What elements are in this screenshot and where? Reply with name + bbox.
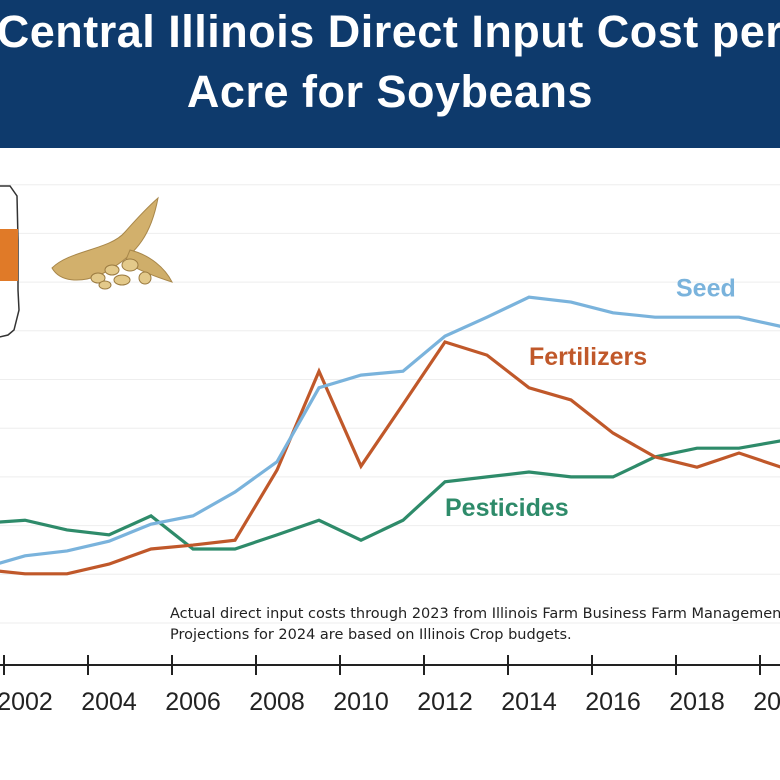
- illinois-map-image: [0, 185, 20, 338]
- chart-title-line2: Acre for Soybeans: [186, 66, 594, 117]
- series-line-seed: [0, 295, 780, 565]
- x-tick-label: 2004: [81, 688, 137, 716]
- series-label-seed: Seed: [676, 275, 736, 303]
- x-tick-label: 2006: [165, 688, 221, 716]
- x-tick-label: 2020: [753, 688, 780, 716]
- series-label-fertilizers: Fertilizers: [529, 343, 647, 371]
- x-tick-label: 2012: [417, 688, 473, 716]
- source-note-line2: Projections for 2024 are based on Illino…: [170, 627, 572, 643]
- soybean-image: [51, 196, 173, 290]
- x-tick-label: 2008: [249, 688, 305, 716]
- series-line-pesticides: [0, 439, 780, 551]
- x-tick-label: 2002: [0, 688, 53, 716]
- series-label-pesticides: Pesticides: [445, 494, 569, 522]
- title-banner: Central Illinois Direct Input Cost per A…: [0, 0, 780, 148]
- series-line-fertilizers: [0, 340, 780, 576]
- x-tick-label: 2014: [501, 688, 557, 716]
- x-tick-label: 2016: [585, 688, 641, 716]
- x-tick-label: 2018: [669, 688, 725, 716]
- source-note-line1: Actual direct input costs through 2023 f…: [170, 606, 780, 622]
- x-tick-label: 2010: [333, 688, 389, 716]
- chart-title-line1: Central Illinois Direct Input Cost per: [0, 6, 780, 57]
